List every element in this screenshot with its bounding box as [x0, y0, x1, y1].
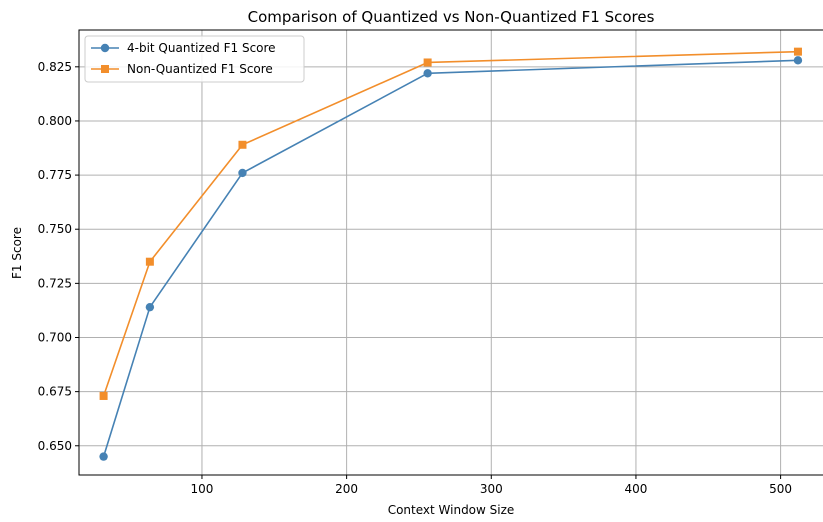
data-point: [238, 168, 247, 178]
y-tick-label: 0.675: [38, 385, 72, 399]
series-line: [102, 59, 798, 457]
data-point: [238, 140, 247, 149]
legend-frame: [84, 35, 305, 83]
x-tick-label: 300: [480, 482, 503, 496]
y-axis: 0.650 0.675 0.700 0.725 0.750 0.775 0.800 0.825: [38, 60, 79, 453]
legend-item: 4-bit Quantized F1 Score: [91, 41, 276, 55]
y-tick-label: 0.725: [38, 276, 72, 290]
chart-title: Comparison of Quantized vs Non-Quantized…: [248, 8, 655, 26]
x-axis-label: Context Window Size: [388, 503, 515, 517]
data-point: [423, 69, 432, 78]
x-tick-label: 500: [769, 482, 792, 496]
legend-marker: [101, 65, 109, 73]
grid-lines: [79, 30, 823, 475]
y-tick-label: 0.650: [38, 439, 72, 453]
data-point: [793, 47, 802, 56]
legend-label: Non-Quantized F1 Score: [127, 62, 273, 76]
series-1: [99, 56, 803, 461]
legend-marker: [100, 43, 110, 53]
x-tick-label: 100: [191, 482, 214, 496]
series-layer: [99, 47, 803, 461]
plot-area-frame: [78, 29, 823, 476]
x-tick-label: 200: [335, 482, 358, 496]
legend: 4-bit Quantized F1 Score Non-Quantized F1…: [84, 35, 305, 83]
y-tick-label: 0.775: [38, 168, 72, 182]
y-axis-label: F1 Score: [10, 227, 24, 279]
legend-label: 4-bit Quantized F1 Score: [127, 41, 276, 55]
legend-item: Non-Quantized F1 Score: [91, 62, 273, 76]
x-axis: 100 200 300 400 500: [191, 475, 792, 496]
y-tick-label: 0.800: [38, 114, 72, 128]
data-point: [145, 302, 155, 312]
y-tick-label: 0.750: [38, 222, 72, 236]
y-tick-label: 0.700: [38, 330, 72, 344]
x-tick-label: 400: [624, 482, 647, 496]
data-point: [99, 452, 108, 461]
data-point: [99, 391, 108, 400]
y-tick-label: 0.825: [38, 60, 72, 74]
data-point: [423, 58, 432, 67]
data-point: [145, 257, 154, 266]
data-point: [793, 56, 803, 65]
series-2: [99, 47, 802, 400]
